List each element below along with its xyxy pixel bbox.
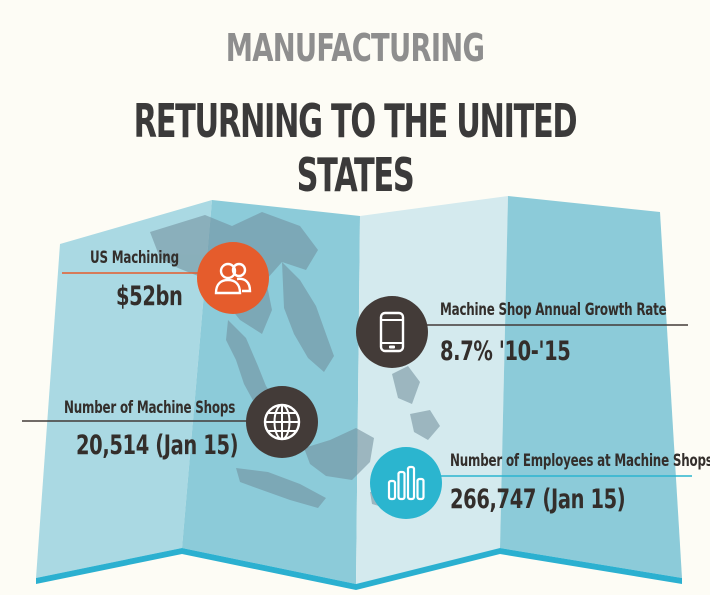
us-machining-badge — [197, 242, 269, 314]
stat-value-employees: 266,747 (Jan 15) — [450, 484, 626, 515]
page-title: MANUFACTURING — [225, 26, 485, 70]
stat-label-us-machining: US Machining — [90, 248, 179, 268]
growth-rate-badge — [356, 296, 428, 368]
stat-label-growth-rate: Machine Shop Annual Growth Rate — [440, 300, 667, 320]
stat-label-machine-shops: Number of Machine Shops — [64, 398, 236, 418]
stat-value-machine-shops: 20,514 (Jan 15) — [76, 430, 239, 461]
people-icon — [214, 262, 252, 295]
machine-shops-badge — [246, 386, 318, 458]
map-panel-1 — [36, 200, 212, 578]
map-panel-4 — [500, 196, 682, 578]
stat-value-us-machining: $52bn — [116, 281, 183, 312]
page-subtitle: RETURNING TO THE UNITED STATES — [133, 94, 578, 202]
map-panel-3 — [356, 196, 508, 584]
employees-badge — [370, 447, 442, 519]
smartphone-icon — [379, 311, 405, 353]
stat-value-growth-rate: 8.7% '10-'15 — [440, 336, 571, 367]
globe-icon — [263, 403, 301, 441]
stat-label-employees: Number of Employees at Machine Shops — [450, 451, 710, 471]
bar-chart-icon — [387, 465, 425, 501]
